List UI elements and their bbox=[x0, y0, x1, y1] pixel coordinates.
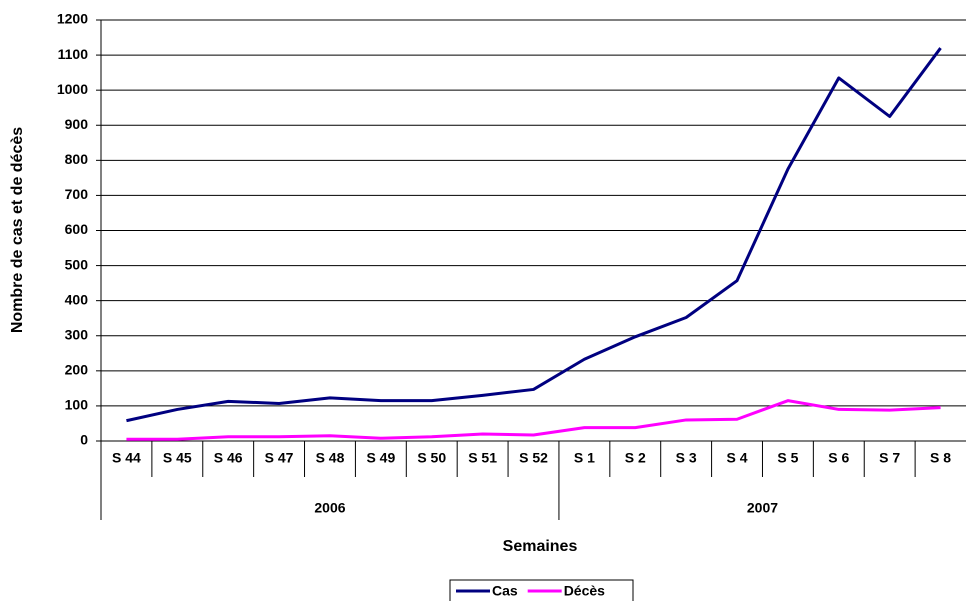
x-tick-label: S 6 bbox=[828, 450, 849, 466]
x-tick-label: S 48 bbox=[316, 450, 345, 466]
y-tick-label: 400 bbox=[65, 291, 89, 307]
x-tick-label: S 45 bbox=[163, 450, 192, 466]
line-series bbox=[126, 399, 941, 441]
y-tick-label: 1200 bbox=[57, 11, 88, 27]
y-tick-label: 300 bbox=[65, 326, 89, 342]
x-tick-label: S 47 bbox=[265, 450, 294, 466]
x-tick-label: S 3 bbox=[676, 450, 697, 466]
legend-label: Cas bbox=[492, 583, 518, 599]
y-tick-label: 200 bbox=[65, 362, 89, 378]
x-tick-label: S 50 bbox=[417, 450, 446, 466]
y-tick-label: 1100 bbox=[58, 46, 89, 62]
x-tick-label: S 4 bbox=[727, 450, 748, 466]
legend-label: Décès bbox=[564, 583, 605, 599]
group-label: 2007 bbox=[747, 500, 778, 516]
y-tick-label: 600 bbox=[65, 221, 89, 237]
x-tick-label: S 44 bbox=[112, 450, 141, 466]
y-axis-title: Nombre de cas et de décès bbox=[9, 127, 26, 333]
y-tick-label: 500 bbox=[65, 256, 89, 272]
y-tick-label: 0 bbox=[80, 432, 88, 448]
x-tick-label: S 49 bbox=[366, 450, 395, 466]
x-tick-label: S 46 bbox=[214, 450, 243, 466]
y-tick-label: 700 bbox=[65, 186, 89, 202]
line-series bbox=[126, 47, 942, 423]
y-tick-label: 100 bbox=[65, 397, 89, 413]
y-tick-label: 1000 bbox=[57, 81, 88, 97]
x-tick-label: S 5 bbox=[777, 450, 798, 466]
x-tick-label: S 8 bbox=[930, 450, 951, 466]
group-label: 2006 bbox=[314, 500, 345, 516]
x-tick-label: S 51 bbox=[468, 450, 497, 466]
x-tick-label: S 52 bbox=[519, 450, 548, 466]
x-tick-label: S 7 bbox=[879, 450, 900, 466]
y-tick-label: 800 bbox=[65, 151, 89, 167]
x-axis-title: Semaines bbox=[503, 538, 578, 555]
x-tick-label: S 2 bbox=[625, 450, 646, 466]
x-tick-label: S 1 bbox=[574, 450, 595, 466]
y-tick-label: 900 bbox=[65, 116, 89, 132]
